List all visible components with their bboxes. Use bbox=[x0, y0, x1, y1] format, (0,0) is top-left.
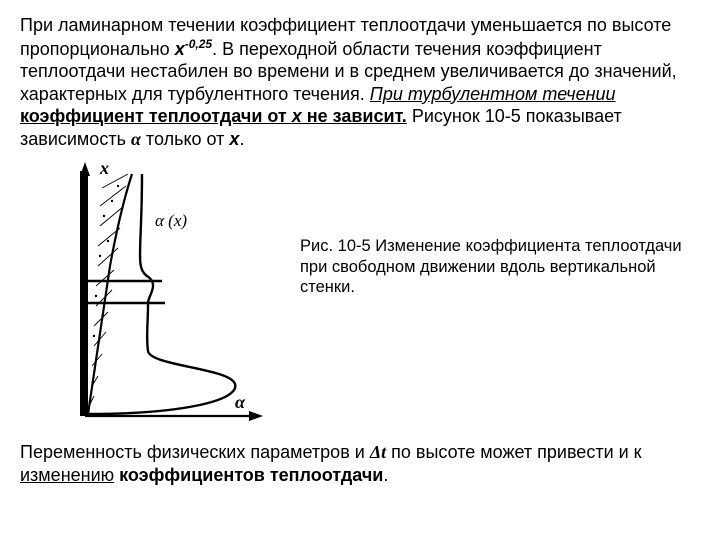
figure-row: x α (x) α Рис. 10-5 Изменение коэффициен… bbox=[20, 156, 700, 431]
p1-exp: -0,25 bbox=[185, 37, 212, 51]
bp-bold: коэффициентов теплоотдачи bbox=[119, 465, 383, 485]
p1-x3: х bbox=[229, 129, 239, 149]
figure-caption: Рис. 10-5 Изменение коэффициента теплоот… bbox=[300, 236, 700, 298]
p1-under: При турбулентном течении bbox=[370, 84, 616, 104]
p1-x2: х bbox=[292, 106, 302, 126]
p1-e: . bbox=[239, 129, 244, 149]
label-alpha-axis: α bbox=[235, 392, 246, 412]
p1-bold2: не зависит. bbox=[302, 106, 407, 126]
caption-column: Рис. 10-5 Изменение коэффициента теплоот… bbox=[280, 156, 700, 298]
diagram-svg: x α (x) α bbox=[30, 156, 280, 431]
p1-bold: коэффициент теплоотдачи от bbox=[20, 106, 292, 126]
bottom-paragraph: Переменность физических параметров и Δt … bbox=[20, 441, 700, 486]
bp-b: по высоте может привести и к bbox=[386, 442, 641, 462]
bp-u: изменению bbox=[20, 465, 114, 485]
p1-d: только от bbox=[141, 129, 230, 149]
bp-dt: Δt bbox=[370, 442, 386, 462]
label-x-axis: x bbox=[99, 158, 109, 178]
main-paragraph: При ламинарном течении коэффициент тепло… bbox=[20, 14, 700, 150]
bp-a: Переменность физических параметров и bbox=[20, 442, 370, 462]
p1-x: x bbox=[175, 39, 185, 59]
p1-alpha: α bbox=[131, 129, 141, 149]
label-alpha-x: α (x) bbox=[155, 211, 187, 230]
figure-container: x α (x) α bbox=[30, 156, 280, 431]
bp-d: . bbox=[383, 465, 388, 485]
